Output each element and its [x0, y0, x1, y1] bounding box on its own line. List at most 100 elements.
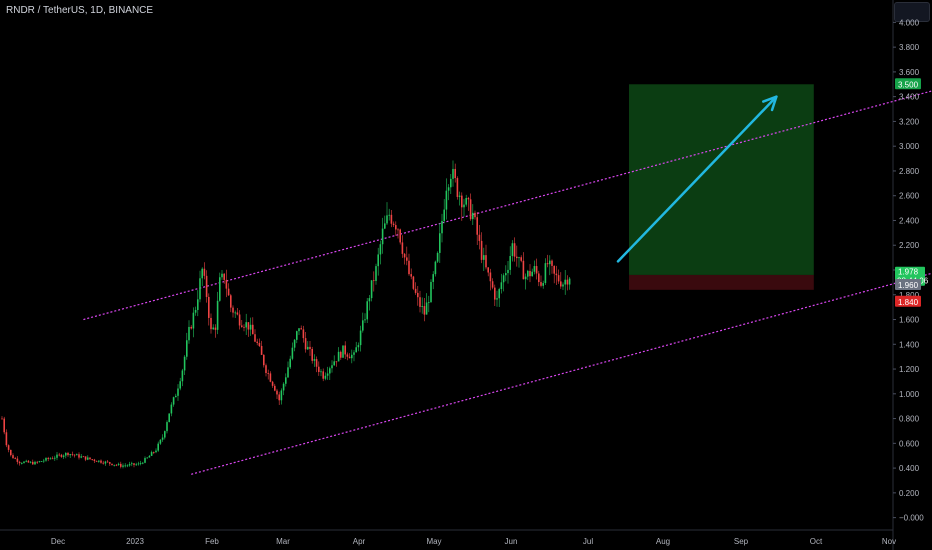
candle [115, 463, 118, 467]
candle-body [333, 361, 335, 366]
channel-lower-line[interactable] [191, 190, 932, 475]
candle [458, 191, 461, 206]
candle-body [505, 273, 507, 276]
trend-channel[interactable] [83, 41, 932, 475]
candle-body [322, 371, 324, 379]
candle [370, 280, 373, 302]
candle-body [307, 346, 309, 350]
candle-body [3, 418, 5, 433]
candle-body [483, 255, 485, 260]
candle-body [516, 256, 518, 259]
candle [258, 338, 261, 348]
candle-body [91, 459, 93, 460]
price-tick-label: 2.600 [899, 192, 920, 201]
candle-body [142, 462, 144, 464]
candle [557, 269, 560, 284]
candle-body [353, 352, 355, 355]
arrow-shaft[interactable] [616, 95, 778, 263]
candle-body [274, 385, 276, 391]
candle-body [524, 276, 527, 280]
candle [315, 356, 318, 373]
price-tick-label: 2.200 [899, 241, 920, 250]
candle-body [456, 178, 459, 197]
candle [397, 228, 399, 239]
time-tick-label: Jul [583, 537, 593, 546]
candle-body [342, 345, 344, 358]
candle [120, 461, 122, 469]
candle [568, 276, 571, 290]
candle-body [238, 314, 241, 326]
candle-body [223, 273, 225, 280]
candle [302, 325, 305, 343]
candle [412, 275, 415, 291]
candle [494, 284, 496, 307]
candle-body [384, 223, 386, 229]
candle [531, 268, 533, 277]
candle [188, 320, 190, 344]
projection-arrow[interactable] [616, 95, 778, 263]
candle-body [87, 457, 89, 460]
candle [401, 235, 404, 258]
candle [436, 251, 439, 264]
candle [491, 278, 494, 290]
candle-body [14, 458, 16, 460]
candle [38, 460, 41, 463]
candle-body [357, 345, 360, 348]
candle [236, 308, 239, 316]
candle [511, 240, 514, 262]
arrow-head[interactable] [762, 95, 778, 112]
candle [430, 279, 432, 303]
candle [98, 460, 100, 463]
candle [45, 457, 47, 462]
price-tick-label: 1.200 [899, 365, 920, 374]
time-axis[interactable]: Dec 2023 Feb Mar Apr May Jun Jul Aug Sep Oct Nov [0, 529, 896, 546]
candle [551, 259, 553, 274]
position-tool[interactable] [629, 84, 814, 290]
candle [463, 198, 465, 217]
candle [307, 341, 309, 350]
candle-body [111, 463, 113, 466]
candle [355, 341, 357, 353]
candle-body [236, 312, 239, 315]
candle [509, 246, 511, 275]
candle [320, 369, 322, 377]
candle [329, 366, 331, 380]
candle [562, 282, 564, 291]
candle [197, 290, 199, 317]
candle-body [434, 261, 437, 275]
candle [469, 193, 472, 221]
chart-control-button[interactable] [894, 2, 930, 22]
candle-body [540, 282, 542, 286]
candle-body [181, 370, 184, 382]
candle-body [476, 217, 478, 235]
candle [155, 448, 157, 454]
candle-body [269, 373, 272, 382]
candle [260, 340, 263, 356]
candle [201, 267, 203, 287]
candle-body [175, 395, 177, 398]
candle-body [117, 463, 120, 465]
candle-body [370, 280, 373, 299]
candle-body [355, 347, 357, 353]
candle [1, 416, 3, 420]
time-tick-label: Apr [353, 537, 366, 546]
candle [461, 192, 463, 221]
price-tick-label: 0.600 [899, 439, 920, 448]
candle [278, 391, 280, 405]
candle-body [10, 449, 12, 456]
stop-zone[interactable] [629, 274, 814, 290]
target-zone[interactable] [629, 84, 814, 275]
candle-body [247, 322, 250, 330]
candle [203, 262, 206, 280]
candle-body [82, 456, 85, 458]
candle-body [197, 299, 199, 310]
candle-body [406, 257, 408, 261]
price-tick-label: 1.000 [899, 390, 920, 399]
candle-body [461, 195, 463, 208]
candle-body [40, 461, 43, 462]
candle [183, 355, 186, 375]
candle-body [241, 325, 243, 327]
candle [542, 280, 544, 289]
candle [287, 361, 289, 379]
